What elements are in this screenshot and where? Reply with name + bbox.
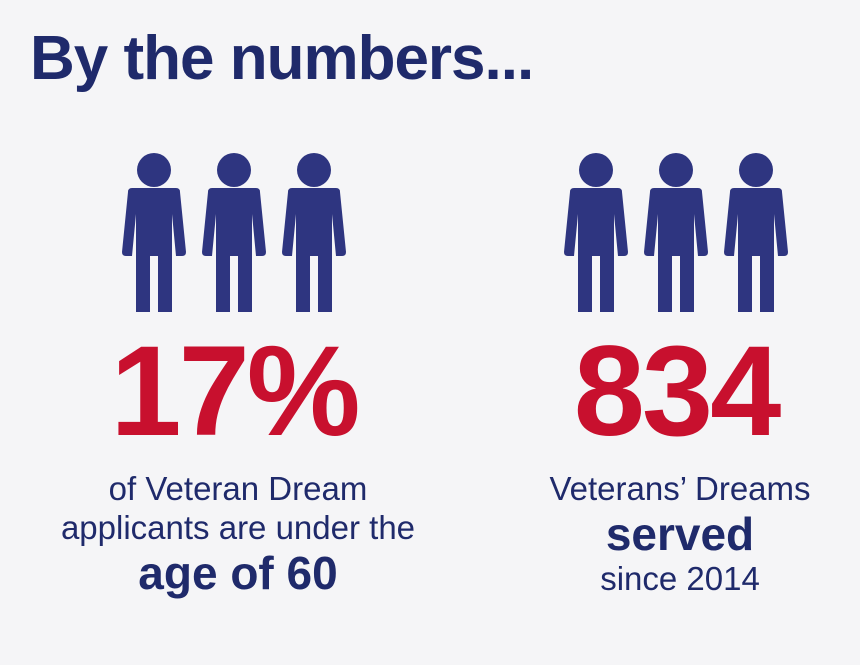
stat-description-applicants: of Veteran Dream applicants are under th… <box>18 470 458 599</box>
stat-line-2: applicants are under the <box>60 508 416 546</box>
three-people-icon <box>564 153 788 312</box>
stat-emphasis: served <box>605 507 755 560</box>
stat-emphasis: age of 60 <box>138 546 338 599</box>
people-icon <box>114 152 354 312</box>
stat-value-percent: 17% <box>110 320 360 463</box>
page-title: By the numbers... <box>30 24 534 93</box>
stat-value-count: 834 <box>573 320 782 463</box>
stat-line-1: Veterans’ Dreams <box>549 470 811 507</box>
stat-line-2: since 2014 <box>600 560 760 598</box>
stat-line-1: of Veteran Dream <box>108 470 368 507</box>
stat-description-dreams: Veterans’ Dreams served since 2014 <box>460 470 860 599</box>
people-icon <box>556 152 796 312</box>
three-people-icon <box>122 153 346 312</box>
